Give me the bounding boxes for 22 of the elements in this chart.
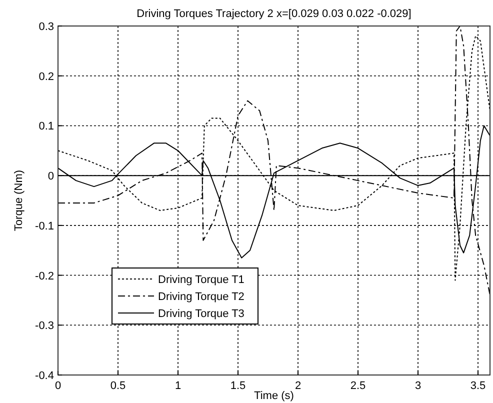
- x-tick-label: 0.5: [110, 380, 126, 392]
- y-tick-label: 0.3: [38, 21, 54, 33]
- legend-label: Driving Torque T2: [158, 291, 244, 303]
- y-tick-label: 0: [48, 170, 54, 183]
- y-axis-title: Torque (Nm): [13, 170, 25, 232]
- y-tick-label: -0.4: [35, 370, 54, 382]
- legend-label: Driving Torque T1: [158, 274, 244, 286]
- x-tick-label: 3: [414, 380, 422, 392]
- x-tick-label: 0: [54, 380, 62, 392]
- x-tick-label: 2.5: [350, 380, 366, 392]
- y-tick-label: -0.2: [35, 270, 54, 282]
- y-tick-label: -0.1: [35, 220, 54, 232]
- y-tick-label: -0.3: [35, 320, 54, 332]
- x-tick-label: 1.5: [230, 380, 246, 392]
- chart-title: Driving Torques Trajectory 2 x=[0.029 0.03 0.022 -0.029]: [136, 8, 412, 20]
- y-tick-label: 0.1: [38, 120, 54, 133]
- x-axis-title: Time (s): [254, 390, 294, 402]
- x-tick-label: 1: [174, 380, 182, 392]
- x-tick-label: 3.5: [470, 380, 486, 392]
- y-tick-label: 0.2: [38, 70, 54, 83]
- legend-label: Driving Torque T3: [158, 308, 244, 320]
- x-tick-label: 2: [294, 380, 302, 392]
